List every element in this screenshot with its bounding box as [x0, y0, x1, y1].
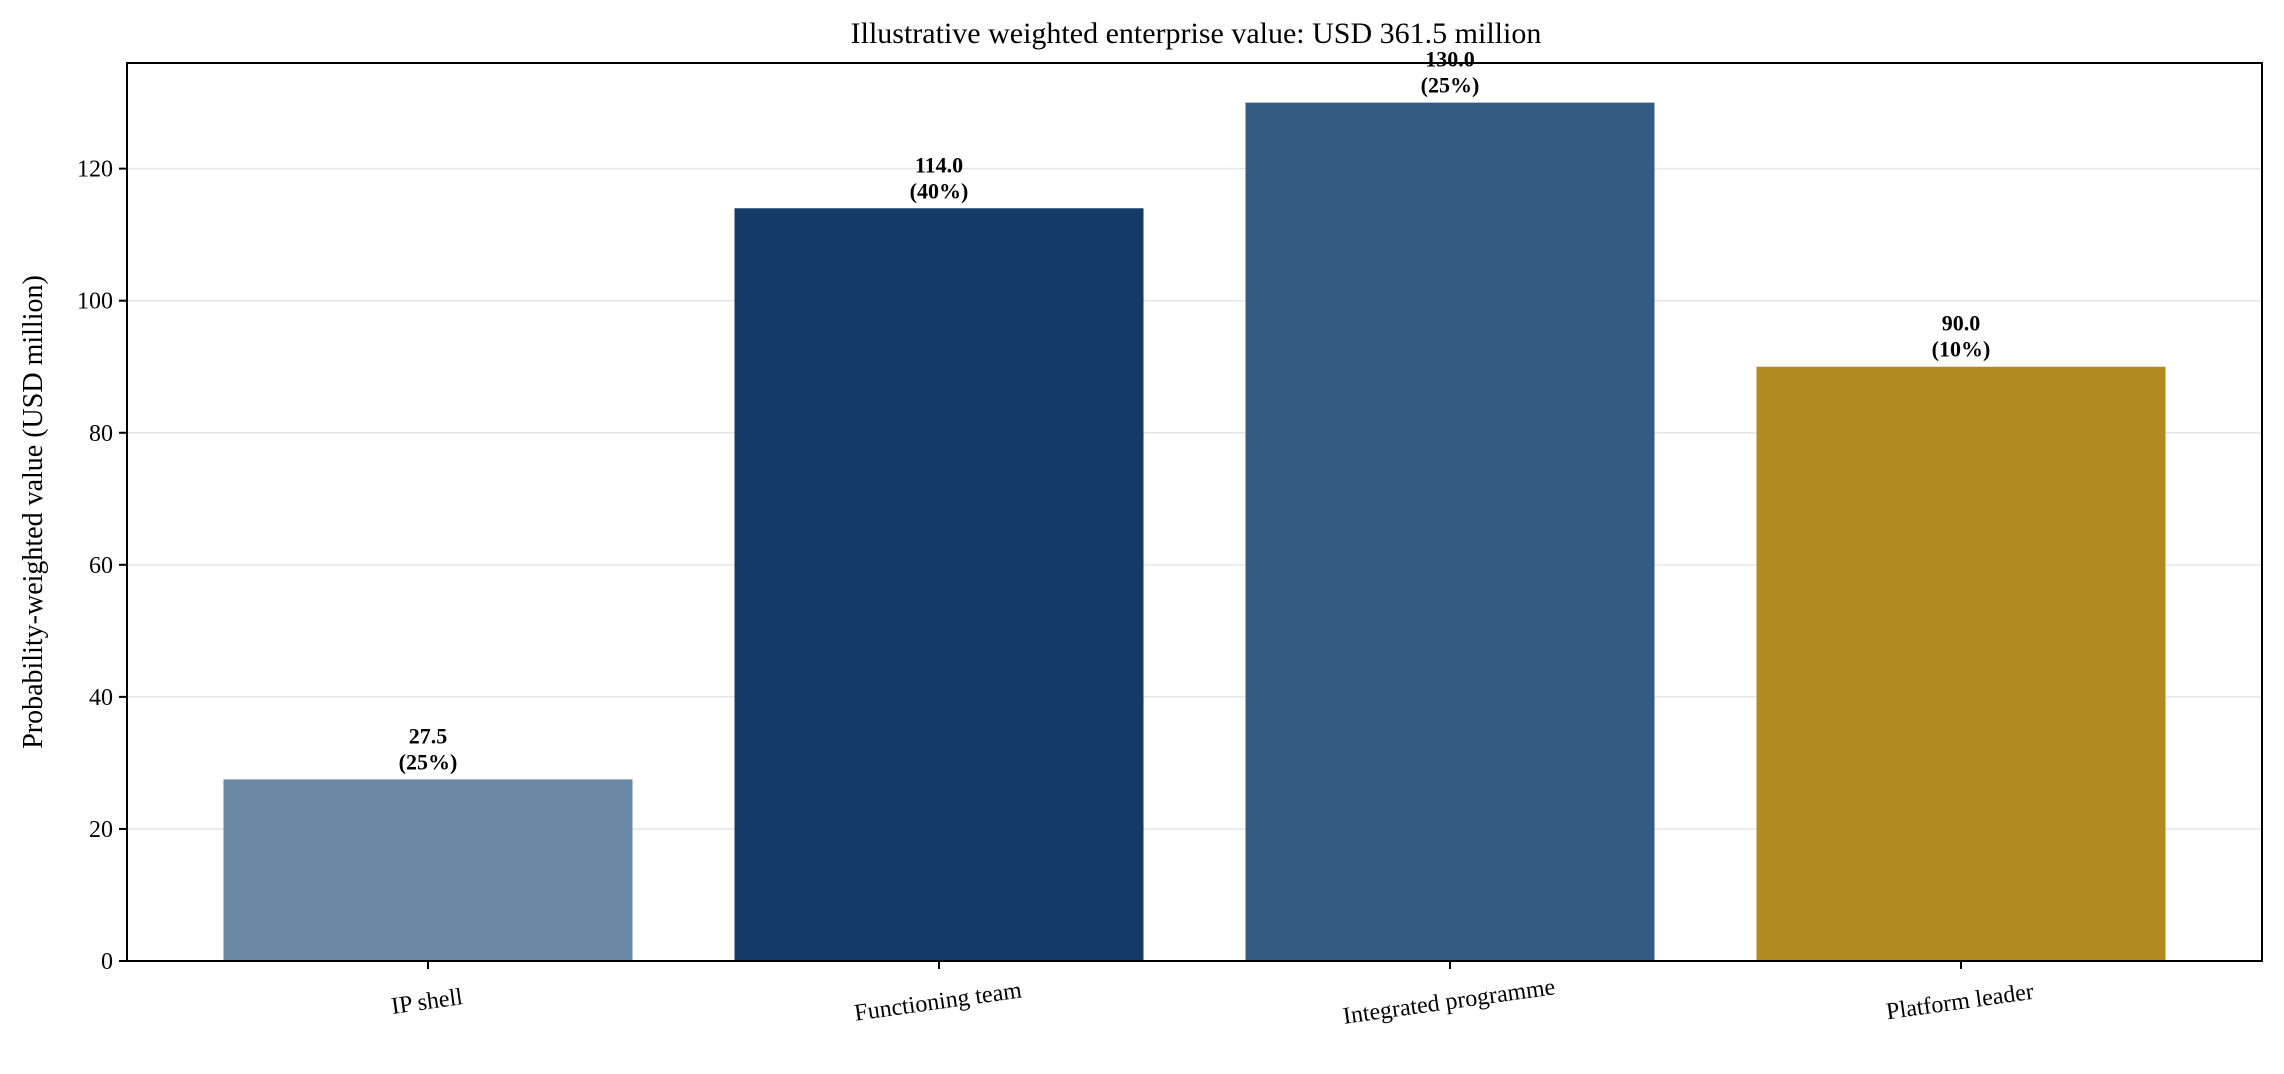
bar-value-label: 130.0 [1425, 47, 1475, 72]
y-tick-label: 120 [77, 157, 113, 183]
chart-title: Illustrative weighted enterprise value: … [851, 17, 1542, 50]
x-tick-label: IP shell [390, 984, 465, 1020]
x-tick-label: Integrated programme [1341, 974, 1556, 1030]
y-tick-label: 20 [89, 817, 113, 843]
x-tick-label: Platform leader [1885, 979, 2036, 1025]
bar-value-label: 114.0 [915, 152, 963, 177]
y-tick-label: 60 [89, 553, 113, 579]
y-tick-label: 100 [77, 289, 113, 315]
y-axis: 0 20 40 60 80 100 120 [77, 157, 127, 975]
bar-probability-label: (25%) [399, 749, 458, 774]
y-tick-label: 40 [89, 685, 113, 711]
y-axis-title: Probability-weighted value (USD million) [18, 275, 49, 749]
bar [734, 208, 1144, 961]
bar [223, 779, 633, 961]
x-axis: IP shell Functioning team Integrated progr… [390, 961, 2036, 1030]
y-tick-label: 0 [101, 949, 113, 975]
x-tick-label: Functioning team [853, 977, 1024, 1026]
bar-probability-label: (25%) [1421, 73, 1480, 98]
plot-frame [126, 62, 2263, 962]
bar-probability-label: (10%) [1932, 337, 1991, 362]
bar [1756, 366, 2166, 961]
bar-value-label: 90.0 [1942, 311, 1981, 336]
bars [223, 102, 2166, 961]
bar [1245, 102, 1655, 961]
y-tick-label: 80 [89, 421, 113, 447]
bar-probability-label: (40%) [910, 178, 969, 203]
bar-value-label: 27.5 [409, 723, 448, 748]
data-labels: 27.5(25%)114.0(40%)130.0(25%)90.0(10%) [399, 47, 1991, 775]
